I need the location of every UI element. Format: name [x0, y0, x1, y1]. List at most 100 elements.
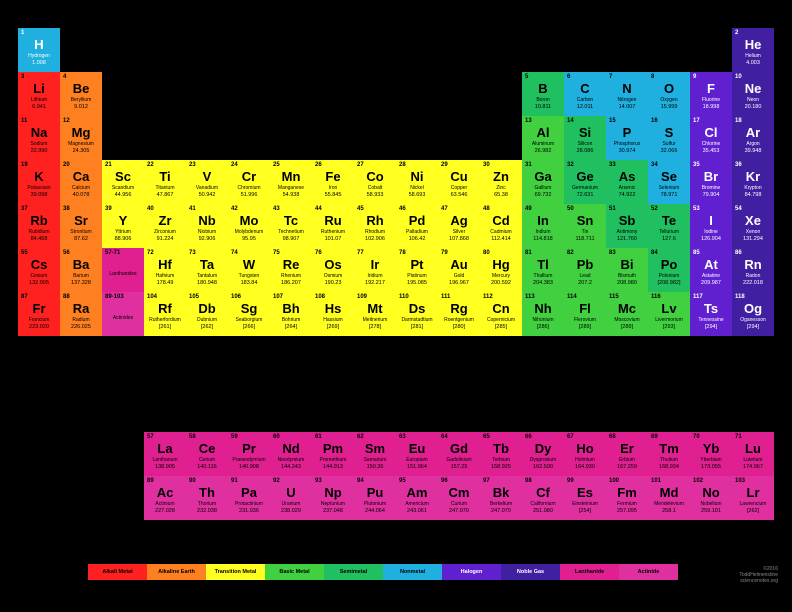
element-name: Boron [536, 97, 549, 103]
empty-cell [270, 28, 312, 72]
element-Ar: 18ArArgon39.948 [732, 116, 774, 160]
element-Cm: 96CmCurium247.070 [438, 476, 480, 520]
symbol: W [243, 257, 255, 272]
atomic-mass: 251.080 [533, 508, 553, 514]
symbol: Sr [74, 213, 88, 228]
element-Ra: 88RaRadium226.025 [60, 292, 102, 336]
atomic-mass: 209.987 [701, 280, 721, 286]
element-Ir: 77IrIridium192.217 [354, 248, 396, 292]
empty-cell [438, 116, 480, 160]
atomic-number: 88 [63, 294, 70, 300]
atomic-mass: 158.925 [491, 464, 511, 470]
empty-cell [228, 28, 270, 72]
element-name: Livermorium [655, 317, 683, 323]
atomic-mass: 247.070 [491, 508, 511, 514]
legend-basic: Basic Metal [265, 564, 324, 580]
element-name: Oxygen [660, 97, 677, 103]
element-name: Dubnium [197, 317, 217, 323]
atomic-number: 54 [735, 206, 742, 212]
empty-cell [312, 116, 354, 160]
element-Pm: 61PmPromethium144.913 [312, 432, 354, 476]
atomic-number: 23 [189, 162, 196, 168]
symbol: Pu [367, 485, 384, 500]
atomic-number: 64 [441, 434, 448, 440]
atomic-mass: 162.500 [533, 464, 553, 470]
atomic-number: 17 [693, 118, 700, 124]
empty-cell [564, 28, 606, 72]
atomic-number: 7 [609, 74, 612, 80]
atomic-mass: [278] [369, 324, 381, 330]
atomic-mass: 121.760 [617, 236, 637, 242]
element-Po: 84PoPolonium[208.982] [648, 248, 690, 292]
atomic-number: 70 [693, 434, 700, 440]
atomic-mass: 39.948 [745, 148, 762, 154]
element-name: Polonium [659, 273, 680, 279]
empty-cell [270, 72, 312, 116]
atomic-mass: 174.967 [743, 464, 763, 470]
element-Pd: 46PdPalladium106.42 [396, 204, 438, 248]
element-name: Actinium [155, 501, 174, 507]
atomic-number: 42 [231, 206, 238, 212]
atomic-mass: 22.990 [31, 148, 48, 154]
atomic-mass: 243.061 [407, 508, 427, 514]
atomic-number: 55 [21, 250, 28, 256]
atomic-mass: 144.913 [323, 464, 343, 470]
atomic-number: 85 [693, 250, 700, 256]
symbol: Ds [409, 301, 426, 316]
atomic-mass: [289] [621, 324, 633, 330]
element-Nd: 60NdNeodymium144.243 [270, 432, 312, 476]
empty-cell [480, 28, 522, 72]
empty-cell [690, 28, 732, 72]
symbol: Er [620, 441, 634, 456]
period-4: 19KPotassium39.09820CaCalcium40.07821ScS… [18, 160, 774, 204]
element-Co: 27CoCobalt58.933 [354, 160, 396, 204]
element-Kr: 36KrKrypton84.798 [732, 160, 774, 204]
element-Ti: 22TiTitanium47.867 [144, 160, 186, 204]
credit-text: ©2016ToddHelmenstinesciencenotes.org [739, 566, 778, 584]
element-name: Thallium [534, 273, 553, 279]
element-name: Cesium [31, 273, 48, 279]
element-name: Tellurium [659, 229, 679, 235]
legend-halogen: Halogen [442, 564, 501, 580]
symbol: Tl [537, 257, 549, 272]
element-Sm: 62SmSamarium150.36 [354, 432, 396, 476]
symbol: La [157, 441, 172, 456]
atomic-number: 25 [273, 162, 280, 168]
element-Hg: 80HgMercury200.592 [480, 248, 522, 292]
atomic-mass: 39.098 [31, 192, 48, 198]
atomic-number: 6 [567, 74, 570, 80]
legend-alkaline: Alkaline Earth [147, 564, 206, 580]
element-Th: 90ThThorium232.038 [186, 476, 228, 520]
symbol: Bh [282, 301, 299, 316]
element-name: Cerium [199, 457, 215, 463]
symbol: Ce [199, 441, 216, 456]
atomic-number: 43 [273, 206, 280, 212]
empty-cell [354, 116, 396, 160]
element-name: Palladium [406, 229, 428, 235]
atomic-mass: 186.207 [281, 280, 301, 286]
element-name: Lanthanum [152, 457, 177, 463]
element-V: 23VVanadium50.942 [186, 160, 228, 204]
element-name: Strontium [70, 229, 91, 235]
atomic-mass: 138.905 [155, 464, 175, 470]
atomic-number: 81 [525, 250, 532, 256]
element-Tb: 65TbTerbium158.925 [480, 432, 522, 476]
symbol: Rg [450, 301, 467, 316]
element-Bk: 97BkBerkelium247.070 [480, 476, 522, 520]
atomic-number: 68 [609, 434, 616, 440]
element-name: Beryllium [71, 97, 92, 103]
symbol: Te [662, 213, 676, 228]
atomic-number: 99 [567, 478, 574, 484]
symbol: As [619, 169, 636, 184]
element-name: Bromine [702, 185, 721, 191]
atomic-mass: 51.996 [241, 192, 258, 198]
element-Cr: 24CrChromium51.996 [228, 160, 270, 204]
atomic-number: 79 [441, 250, 448, 256]
element-name: Darmstadtium [401, 317, 432, 323]
element-Np: 93NpNeptunium237.048 [312, 476, 354, 520]
element-Mc: 115McMoscovium[289] [606, 292, 648, 336]
atomic-number: 83 [609, 250, 616, 256]
atomic-mass: [281] [411, 324, 423, 330]
atomic-number: 32 [567, 162, 574, 168]
element-name: Zirconium [154, 229, 176, 235]
